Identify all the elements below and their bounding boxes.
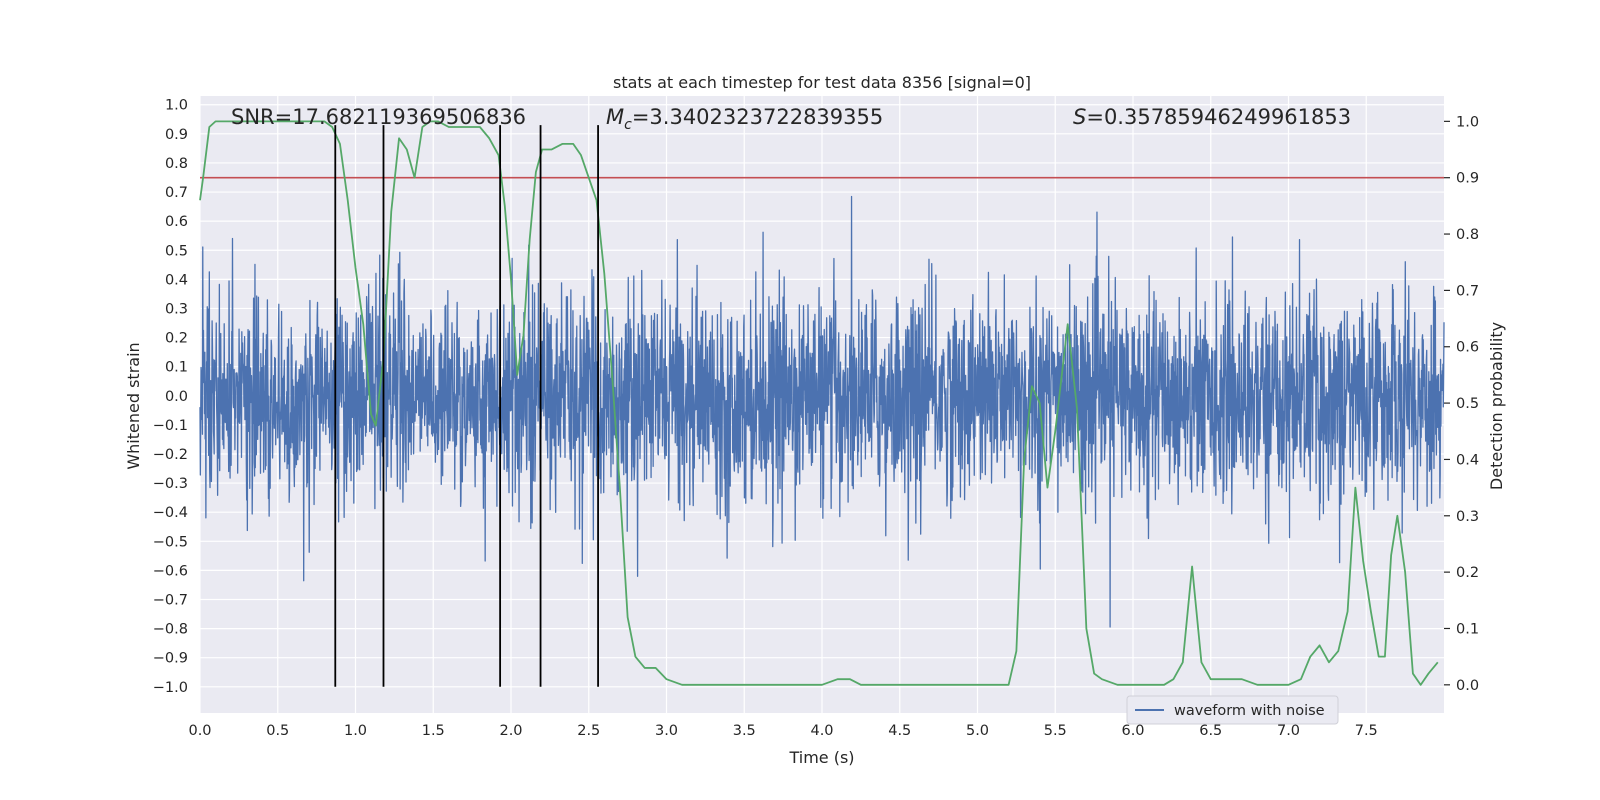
detection-probability-line bbox=[199, 120, 1439, 686]
y-right-tick-label: 0.0 bbox=[1456, 678, 1479, 694]
y-right-tick-label: 0.2 bbox=[1456, 565, 1479, 581]
y-axis-left-ticks: 1.0 0.9 0.8 0.7 0.6 0.5 0.4 0.3 0.2 0.1 0.0 −0.1 −0.… bbox=[153, 98, 188, 696]
chirp-mass-annotation: Mc=3.3402323722839355 bbox=[606, 105, 883, 133]
x-tick-label: 7.5 bbox=[1355, 723, 1378, 739]
y-left-tick-label: −1.0 bbox=[153, 680, 188, 696]
y-left-tick-label: −0.4 bbox=[153, 505, 188, 521]
y-axis-left-label: Whitened strain bbox=[124, 342, 143, 469]
y-axis-right-label: Detection probability bbox=[1487, 322, 1506, 490]
y-right-tick-label: 0.1 bbox=[1456, 621, 1479, 637]
x-axis-label: Time (s) bbox=[788, 748, 854, 767]
y-left-tick-label: 0.8 bbox=[165, 156, 188, 172]
y-left-tick-label: −0.1 bbox=[153, 418, 188, 434]
y-left-tick-label: 0.7 bbox=[165, 185, 188, 201]
legend-label: waveform with noise bbox=[1174, 703, 1325, 719]
x-tick-label: 0.0 bbox=[188, 723, 211, 739]
x-tick-label: 1.0 bbox=[344, 723, 367, 739]
x-tick-label: 5.0 bbox=[966, 723, 989, 739]
y-left-tick-label: −0.6 bbox=[153, 563, 188, 579]
x-tick-label: 6.5 bbox=[1199, 723, 1222, 739]
legend-box bbox=[1126, 695, 1339, 725]
x-tick-label: 4.0 bbox=[810, 723, 833, 739]
chart-title: stats at each timestep for test data 835… bbox=[613, 73, 1031, 92]
s-symbol: S bbox=[1073, 105, 1086, 129]
y-right-tick-label: 0.5 bbox=[1456, 396, 1479, 412]
x-tick-label: 4.5 bbox=[888, 723, 911, 739]
x-tick-label: 0.5 bbox=[266, 723, 289, 739]
y-left-tick-label: 0.9 bbox=[165, 127, 188, 143]
y-left-tick-label: 0.1 bbox=[165, 360, 188, 376]
y-left-tick-label: 0.5 bbox=[165, 243, 188, 259]
mc-symbol: M bbox=[606, 105, 624, 129]
y-left-tick-label: −0.5 bbox=[153, 534, 188, 550]
y-right-tick-label: 1.0 bbox=[1456, 114, 1479, 130]
x-tick-label: 2.0 bbox=[499, 723, 522, 739]
waveform-line bbox=[199, 195, 1445, 628]
x-tick-label: 2.5 bbox=[577, 723, 600, 739]
y-left-tick-label: 0.6 bbox=[165, 214, 188, 230]
y-left-tick-label: −0.2 bbox=[153, 447, 188, 463]
y-left-tick-label: −0.8 bbox=[153, 622, 188, 638]
y-left-tick-label: −0.9 bbox=[153, 651, 188, 667]
legend: waveform with noise bbox=[1126, 695, 1339, 725]
y-left-tick-label: 0.4 bbox=[165, 272, 188, 288]
snr-annotation: SNR=17.682119369506836 bbox=[231, 105, 526, 129]
x-tick-label: 3.5 bbox=[733, 723, 756, 739]
x-tick-label: 5.5 bbox=[1044, 723, 1067, 739]
y-right-tick-label: 0.9 bbox=[1456, 171, 1479, 187]
waveform-series bbox=[199, 195, 1445, 628]
x-tick-label: 3.0 bbox=[655, 723, 678, 739]
mc-value: =3.3402323722839355 bbox=[632, 105, 883, 129]
mc-subscript: c bbox=[624, 117, 632, 133]
y-axis-right-ticks: 1.0 0.9 0.8 0.7 0.6 0.5 0.4 0.3 0.2 0.1 0.0 bbox=[1444, 114, 1479, 694]
detection-probability-series bbox=[199, 120, 1439, 686]
x-axis-ticks: 0.0 0.5 1.0 1.5 2.0 2.5 3.0 3.5 4.0 4.5 5.0 5.5 6.0 6… bbox=[188, 723, 1377, 739]
s-value: =0.35785946249961853 bbox=[1086, 105, 1351, 129]
y-left-tick-label: 0.2 bbox=[165, 331, 188, 347]
y-left-tick-label: −0.7 bbox=[153, 592, 188, 608]
vertical-markers bbox=[334, 125, 599, 687]
y-right-tick-label: 0.6 bbox=[1456, 340, 1479, 356]
y-right-tick-label: 0.7 bbox=[1456, 283, 1479, 299]
x-tick-label: 6.0 bbox=[1121, 723, 1144, 739]
y-right-tick-label: 0.3 bbox=[1456, 509, 1479, 525]
y-left-tick-label: 1.0 bbox=[165, 98, 188, 114]
s-annotation: S=0.35785946249961853 bbox=[1073, 105, 1351, 129]
y-right-tick-label: 0.4 bbox=[1456, 452, 1479, 468]
x-tick-label: 1.5 bbox=[422, 723, 445, 739]
y-right-tick-label: 0.8 bbox=[1456, 227, 1479, 243]
y-left-tick-label: 0.3 bbox=[165, 301, 188, 317]
y-left-tick-label: −0.3 bbox=[153, 476, 188, 492]
y-left-tick-label: 0.0 bbox=[165, 389, 188, 405]
x-tick-label: 7.0 bbox=[1277, 723, 1300, 739]
